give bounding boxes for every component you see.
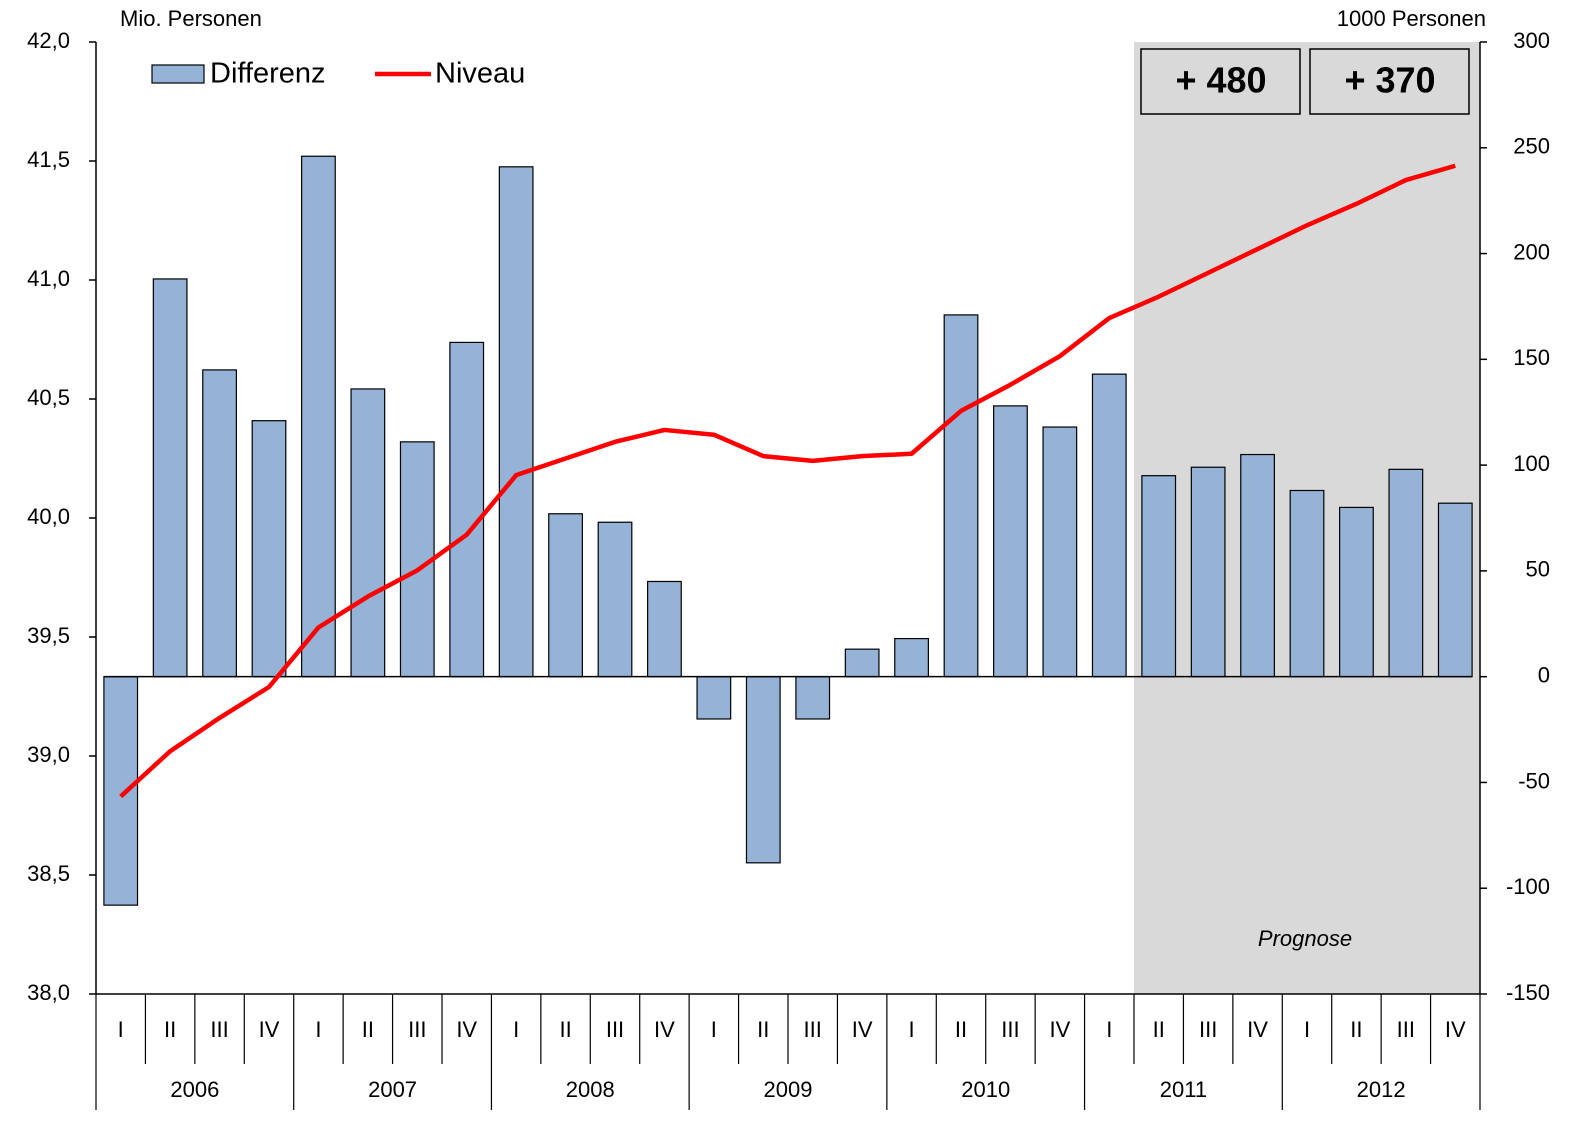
bar (844, 648, 880, 678)
bar (894, 637, 929, 678)
x-tick-label: IV (259, 1017, 280, 1042)
x-tick-label: IV (852, 1017, 873, 1042)
annotation-box (1309, 48, 1470, 115)
bar (202, 369, 237, 678)
x-tick-label: IV (654, 1017, 675, 1042)
x-tick-label: II (955, 1017, 967, 1042)
y2-axis-label: 1000 Personen (1337, 6, 1486, 31)
y2-tick-label: 100 (1513, 451, 1550, 476)
bar (1091, 373, 1127, 678)
x-tick-label: IV (1247, 1017, 1268, 1042)
x-tick-label: III (1199, 1017, 1217, 1042)
x-tick-label: II (757, 1017, 769, 1042)
y-tick-label: 38,0 (27, 980, 70, 1005)
x-tick-label: II (164, 1017, 176, 1042)
year-label: 2012 (1357, 1077, 1406, 1102)
forecast-label: Prognose (1258, 926, 1352, 951)
x-tick-label: II (559, 1017, 571, 1042)
x-tick-label: IV (456, 1017, 477, 1042)
year-label: 2007 (368, 1077, 417, 1102)
x-tick-label: I (1106, 1017, 1112, 1042)
x-tick-label: II (362, 1017, 374, 1042)
x-tick-label: I (711, 1017, 717, 1042)
x-tick-label: IV (1049, 1017, 1070, 1042)
y2-tick-label: -50 (1518, 768, 1550, 793)
year-label: 2010 (961, 1077, 1010, 1102)
bar (1437, 502, 1473, 678)
x-tick-label: I (513, 1017, 519, 1042)
y-axis-label: Mio. Personen (120, 6, 262, 31)
legend-swatch (151, 64, 205, 84)
y-tick-label: 41,0 (27, 266, 70, 291)
bar (449, 341, 485, 678)
year-label: 2006 (170, 1077, 219, 1102)
bar (647, 580, 682, 678)
y2-tick-label: 250 (1513, 134, 1550, 159)
bar (548, 513, 583, 678)
bar (795, 676, 831, 720)
x-tick-label: I (118, 1017, 124, 1042)
y-tick-label: 40,0 (27, 504, 70, 529)
annotation: + 480 (1175, 60, 1266, 101)
bar (1240, 453, 1275, 678)
x-tick-label: III (606, 1017, 624, 1042)
legend-label: Niveau (435, 58, 525, 90)
x-tick-label: I (909, 1017, 915, 1042)
bar (745, 676, 781, 864)
bar (103, 676, 139, 906)
y-tick-label: 39,0 (27, 742, 70, 767)
y2-tick-label: 150 (1513, 345, 1550, 370)
y2-tick-label: 300 (1513, 28, 1550, 53)
bar (1042, 426, 1078, 678)
x-tick-label: III (408, 1017, 426, 1042)
bar (696, 676, 732, 720)
x-tick-label: III (210, 1017, 228, 1042)
y2-tick-label: 200 (1513, 239, 1550, 264)
x-tick-label: IV (1445, 1017, 1466, 1042)
y2-tick-label: 0 (1538, 662, 1550, 687)
x-tick-label: II (1350, 1017, 1362, 1042)
y2-tick-label: -100 (1506, 874, 1550, 899)
bar (301, 155, 336, 678)
y-tick-label: 42,0 (27, 28, 70, 53)
line (119, 163, 1456, 799)
bar (350, 388, 386, 678)
y-tick-label: 39,5 (27, 623, 70, 648)
bar (1141, 475, 1177, 678)
x-tick-label: III (1397, 1017, 1415, 1042)
x-tick-label: III (804, 1017, 822, 1042)
y-tick-label: 41,5 (27, 147, 70, 172)
legend-label: Differenz (210, 58, 326, 90)
annotation-box (1140, 48, 1301, 115)
bar (993, 405, 1028, 678)
bar (498, 166, 534, 678)
bar (943, 314, 979, 678)
x-tick-label: I (1304, 1017, 1310, 1042)
y-tick-label: 40,5 (27, 385, 70, 410)
bar (1339, 506, 1374, 678)
bar (251, 420, 287, 678)
x-tick-label: I (315, 1017, 321, 1042)
bar (597, 521, 633, 678)
bar (1388, 468, 1424, 678)
annotation: + 370 (1344, 60, 1435, 101)
bar (152, 278, 188, 678)
x-tick-label: III (1001, 1017, 1019, 1042)
x-tick-label: II (1153, 1017, 1165, 1042)
year-label: 2009 (764, 1077, 813, 1102)
y2-tick-label: -150 (1506, 980, 1550, 1005)
year-label: 2008 (566, 1077, 615, 1102)
year-label: 2011 (1160, 1077, 1207, 1102)
y2-tick-label: 50 (1526, 557, 1550, 582)
y-tick-label: 38,5 (27, 861, 70, 886)
bar (1289, 489, 1325, 678)
bar (1190, 466, 1226, 678)
